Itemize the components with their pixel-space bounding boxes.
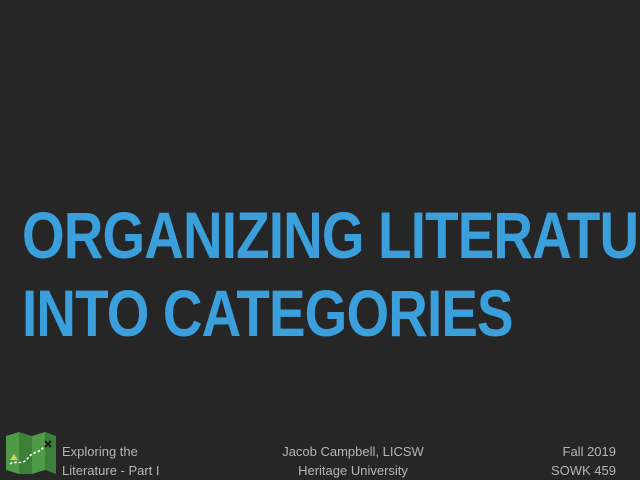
footer-term: Fall 2019 [562,444,616,459]
footer-presenter-institution: Heritage University [298,463,408,478]
footer-course-topic: Exploring the Literature - Part I [62,442,160,480]
footer-course-code: SOWK 459 [550,463,616,478]
footer-presenter: Jacob Campbell, LICSW Heritage Universit… [253,442,453,480]
footer-course-topic-line-2: Literature - Part I [62,463,160,478]
slide-title: ORGANIZING LITERATURE INTO CATEGORIES [22,196,640,352]
footer-term-course: Fall 2019 SOWK 459 [551,442,616,480]
slide-title-line-1: ORGANIZING LITERATURE [22,198,640,272]
footer-course-topic-line-1: Exploring the [62,444,138,459]
slide-title-line-2: INTO CATEGORIES [22,276,514,350]
treasure-map-icon [6,432,56,474]
footer-presenter-name: Jacob Campbell, LICSW [282,444,424,459]
